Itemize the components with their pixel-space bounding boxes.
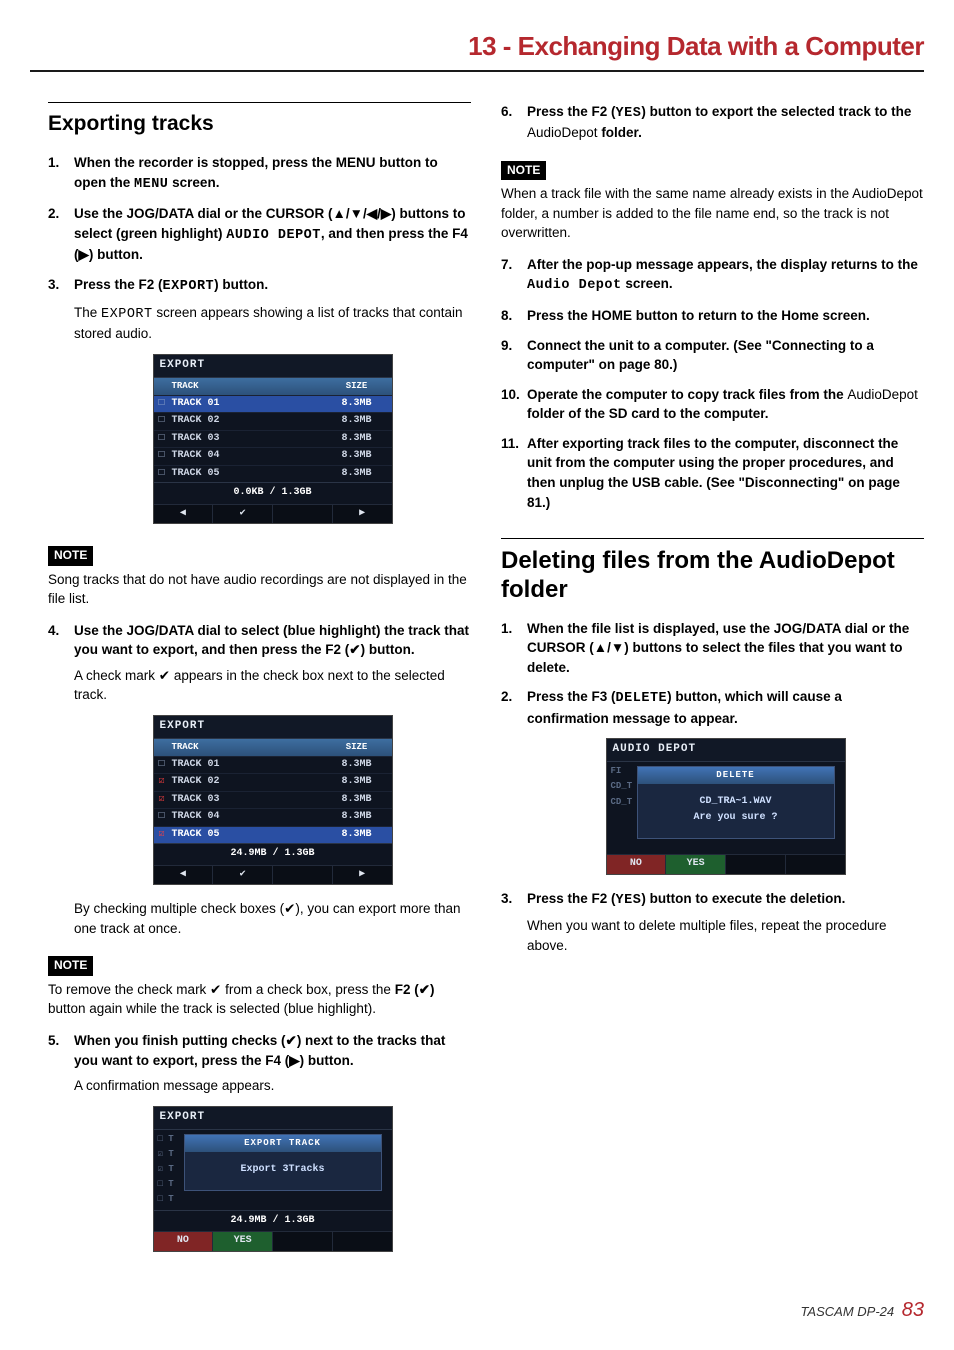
right-column: Press the F2 (YES) button to export the … bbox=[501, 102, 924, 1266]
chapter-title: 13 - Exchanging Data with a Computer bbox=[30, 28, 924, 66]
f1-prev-icon[interactable]: ◀ bbox=[154, 504, 214, 524]
table-row: □TRACK 058.3MB bbox=[154, 465, 392, 483]
checkbox-icon: □ bbox=[154, 758, 170, 773]
section-exporting-tracks: Exporting tracks bbox=[48, 102, 471, 139]
step-2: Use the JOG/DATA dial or the CURSOR (▲/▼… bbox=[48, 204, 471, 265]
note-right-text: When a track file with the same name alr… bbox=[501, 184, 924, 243]
checkbox-icon: ☑ bbox=[154, 828, 170, 843]
screenshot-export-list-1: EXPORT TRACK SIZE □TRACK 018.3MB□TRACK 0… bbox=[153, 354, 393, 524]
checkbox-icon: ☑ bbox=[154, 775, 170, 790]
section-deleting-files: Deleting files from the AudioDepot folde… bbox=[501, 538, 924, 605]
checkbox-icon: □ bbox=[154, 810, 170, 825]
export-steps: When the recorder is stopped, press the … bbox=[48, 153, 471, 524]
f4-next-icon[interactable]: ▶ bbox=[333, 865, 392, 885]
step-4: Use the JOG/DATA dial to select (blue hi… bbox=[48, 621, 471, 939]
export-steps-cont: Use the JOG/DATA dial to select (blue hi… bbox=[48, 621, 471, 939]
del-step-3: Press the F2 (YES) button to execute the… bbox=[501, 889, 924, 956]
step-9: Connect the unit to a computer. (See "Co… bbox=[501, 336, 924, 375]
table-row: □TRACK 018.3MB bbox=[154, 756, 392, 774]
table-row: □TRACK 048.3MB bbox=[154, 447, 392, 465]
note-tag: NOTE bbox=[48, 956, 93, 975]
f3-blank bbox=[273, 865, 333, 885]
step-3-body: The EXPORT screen appears showing a list… bbox=[74, 303, 471, 344]
table-row: □TRACK 048.3MB bbox=[154, 808, 392, 826]
checkbox-icon: □ bbox=[154, 467, 170, 482]
checkbox-icon: □ bbox=[154, 449, 170, 464]
export-steps-right: Press the F2 (YES) button to export the … bbox=[501, 102, 924, 143]
checkbox-icon: ☑ bbox=[154, 793, 170, 808]
del-step-2: Press the F3 (DELETE) button, which will… bbox=[501, 687, 924, 875]
note-tag: NOTE bbox=[501, 161, 546, 180]
note-tag: NOTE bbox=[48, 546, 93, 565]
export-steps-cont2: When you finish putting checks (✔) next … bbox=[48, 1031, 471, 1252]
checkbox-icon: □ bbox=[154, 397, 170, 412]
f1-prev-icon[interactable]: ◀ bbox=[154, 865, 214, 885]
step-5: When you finish putting checks (✔) next … bbox=[48, 1031, 471, 1252]
table-row: ☑TRACK 028.3MB bbox=[154, 773, 392, 791]
page-footer: TASCAM DP-24 83 bbox=[0, 1286, 954, 1349]
step-4-body: A check mark ✔ appears in the check box … bbox=[74, 666, 471, 705]
step-4-body-2: By checking multiple check boxes (✔), yo… bbox=[74, 899, 471, 938]
table-row: □TRACK 038.3MB bbox=[154, 430, 392, 448]
delete-dialog: DELETE CD_TRA~1.WAV Are you sure ? bbox=[637, 766, 835, 839]
note-2-text: To remove the check mark ✔ from a check … bbox=[48, 980, 471, 1019]
page-header: 13 - Exchanging Data with a Computer bbox=[30, 20, 924, 72]
yes-button[interactable]: YES bbox=[213, 1231, 273, 1251]
confirm-dialog: EXPORT TRACK Export 3Tracks bbox=[184, 1134, 382, 1191]
yes-button[interactable]: YES bbox=[666, 854, 726, 874]
f2-check-icon[interactable]: ✔ bbox=[213, 865, 273, 885]
note-1-text: Song tracks that do not have audio recor… bbox=[48, 570, 471, 609]
step-8: Press the HOME button to return to the H… bbox=[501, 306, 924, 326]
table-row: ☑TRACK 038.3MB bbox=[154, 791, 392, 809]
table-row: ☑TRACK 058.3MB bbox=[154, 826, 392, 844]
step-3: Press the F2 (EXPORT) button. The EXPORT… bbox=[48, 275, 471, 524]
step-1: When the recorder is stopped, press the … bbox=[48, 153, 471, 194]
footer-brand: TASCAM DP-24 bbox=[800, 1304, 894, 1319]
step-6: Press the F2 (YES) button to export the … bbox=[501, 102, 924, 143]
page-number: 83 bbox=[902, 1299, 924, 1321]
checkbox-icon: □ bbox=[154, 432, 170, 447]
del-step-3-body: When you want to delete multiple files, … bbox=[527, 916, 924, 955]
checkbox-icon: □ bbox=[154, 414, 170, 429]
step-11: After exporting track files to the compu… bbox=[501, 434, 924, 512]
f2-check-icon[interactable]: ✔ bbox=[213, 504, 273, 524]
content-columns: Exporting tracks When the recorder is st… bbox=[0, 102, 954, 1286]
step-5-body: A confirmation message appears. bbox=[74, 1076, 471, 1096]
delete-steps: When the file list is displayed, use the… bbox=[501, 619, 924, 956]
screenshot-export-list-2: EXPORT TRACK SIZE □TRACK 018.3MB☑TRACK 0… bbox=[153, 715, 393, 885]
del-step-1: When the file list is displayed, use the… bbox=[501, 619, 924, 678]
screenshot-delete-confirm: AUDIO DEPOT FICD_TCD_T DELETE CD_TRA~1.W… bbox=[606, 738, 846, 874]
step-7: After the pop-up message appears, the di… bbox=[501, 255, 924, 296]
no-button[interactable]: NO bbox=[154, 1231, 214, 1251]
table-row: □TRACK 018.3MB bbox=[154, 395, 392, 413]
f3-blank bbox=[273, 504, 333, 524]
left-column: Exporting tracks When the recorder is st… bbox=[48, 102, 471, 1266]
f4-next-icon[interactable]: ▶ bbox=[333, 504, 392, 524]
screenshot-export-confirm: EXPORT □ T☑ T☑ T□ T□ T EXPORT TRACK Expo… bbox=[153, 1106, 393, 1252]
table-row: □TRACK 028.3MB bbox=[154, 412, 392, 430]
step-10: Operate the computer to copy track files… bbox=[501, 385, 924, 424]
export-steps-right2: After the pop-up message appears, the di… bbox=[501, 255, 924, 512]
no-button[interactable]: NO bbox=[607, 854, 667, 874]
